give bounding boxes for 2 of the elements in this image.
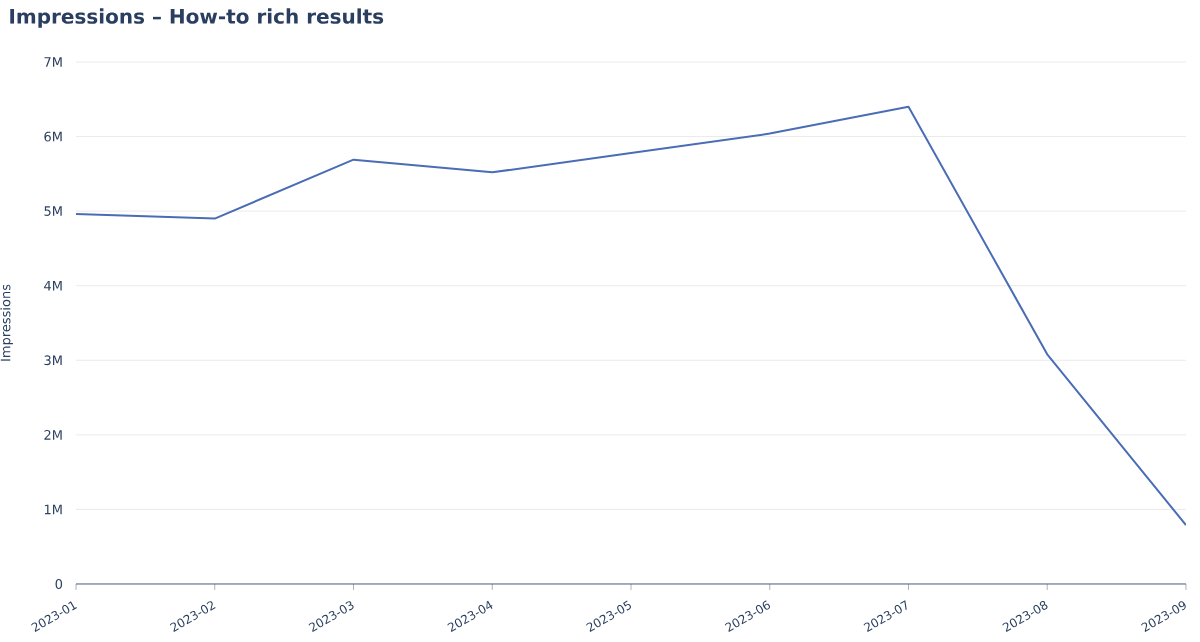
line-series (76, 105, 1186, 527)
chart-title: Impressions – How-to rich results (10, 8, 384, 28)
